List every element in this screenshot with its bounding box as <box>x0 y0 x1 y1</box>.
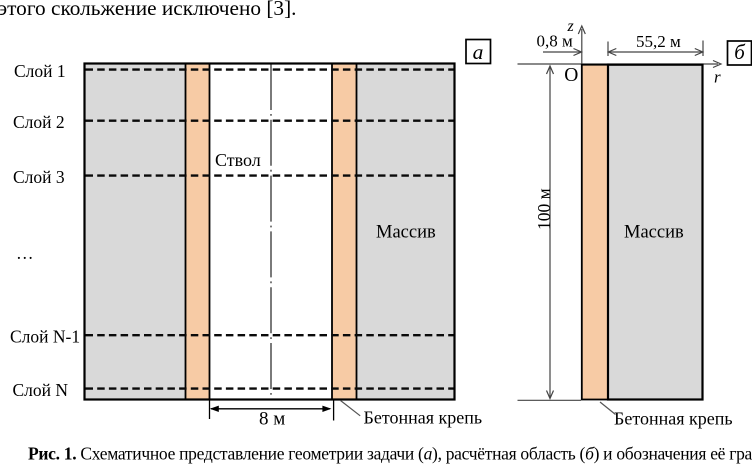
svg-text:100 м: 100 м <box>534 188 554 230</box>
svg-text:Слой 3: Слой 3 <box>13 167 65 187</box>
svg-text:Слой 1: Слой 1 <box>14 61 66 81</box>
svg-text:Ствол: Ствол <box>215 150 261 170</box>
svg-text:8 м: 8 м <box>259 408 285 429</box>
svg-text:Бетонная крепь: Бетонная крепь <box>364 408 483 428</box>
svg-text:Бетонная крепь: Бетонная крепь <box>614 409 733 429</box>
svg-text:а: а <box>473 40 484 64</box>
svg-text:О: О <box>564 65 578 86</box>
svg-text:Массив: Массив <box>376 223 436 243</box>
svg-text:0,8 м: 0,8 м <box>537 32 574 51</box>
svg-text:б: б <box>734 40 746 64</box>
svg-text:Массив: Массив <box>624 223 684 243</box>
svg-text:Слой N-1: Слой N-1 <box>10 327 80 347</box>
svg-text:Рис. 1. Схематичное представле: Рис. 1. Схематичное представление геомет… <box>28 444 752 464</box>
svg-text:r: r <box>714 67 721 86</box>
svg-text:…: … <box>16 243 34 263</box>
svg-text:z: z <box>567 18 575 35</box>
svg-text:55,2 м: 55,2 м <box>636 32 681 51</box>
svg-text:Слой 2: Слой 2 <box>13 112 65 132</box>
svg-text:этого скольжение исключено [3]: этого скольжение исключено [3]. <box>0 0 297 20</box>
svg-text:Слой N: Слой N <box>13 380 69 400</box>
